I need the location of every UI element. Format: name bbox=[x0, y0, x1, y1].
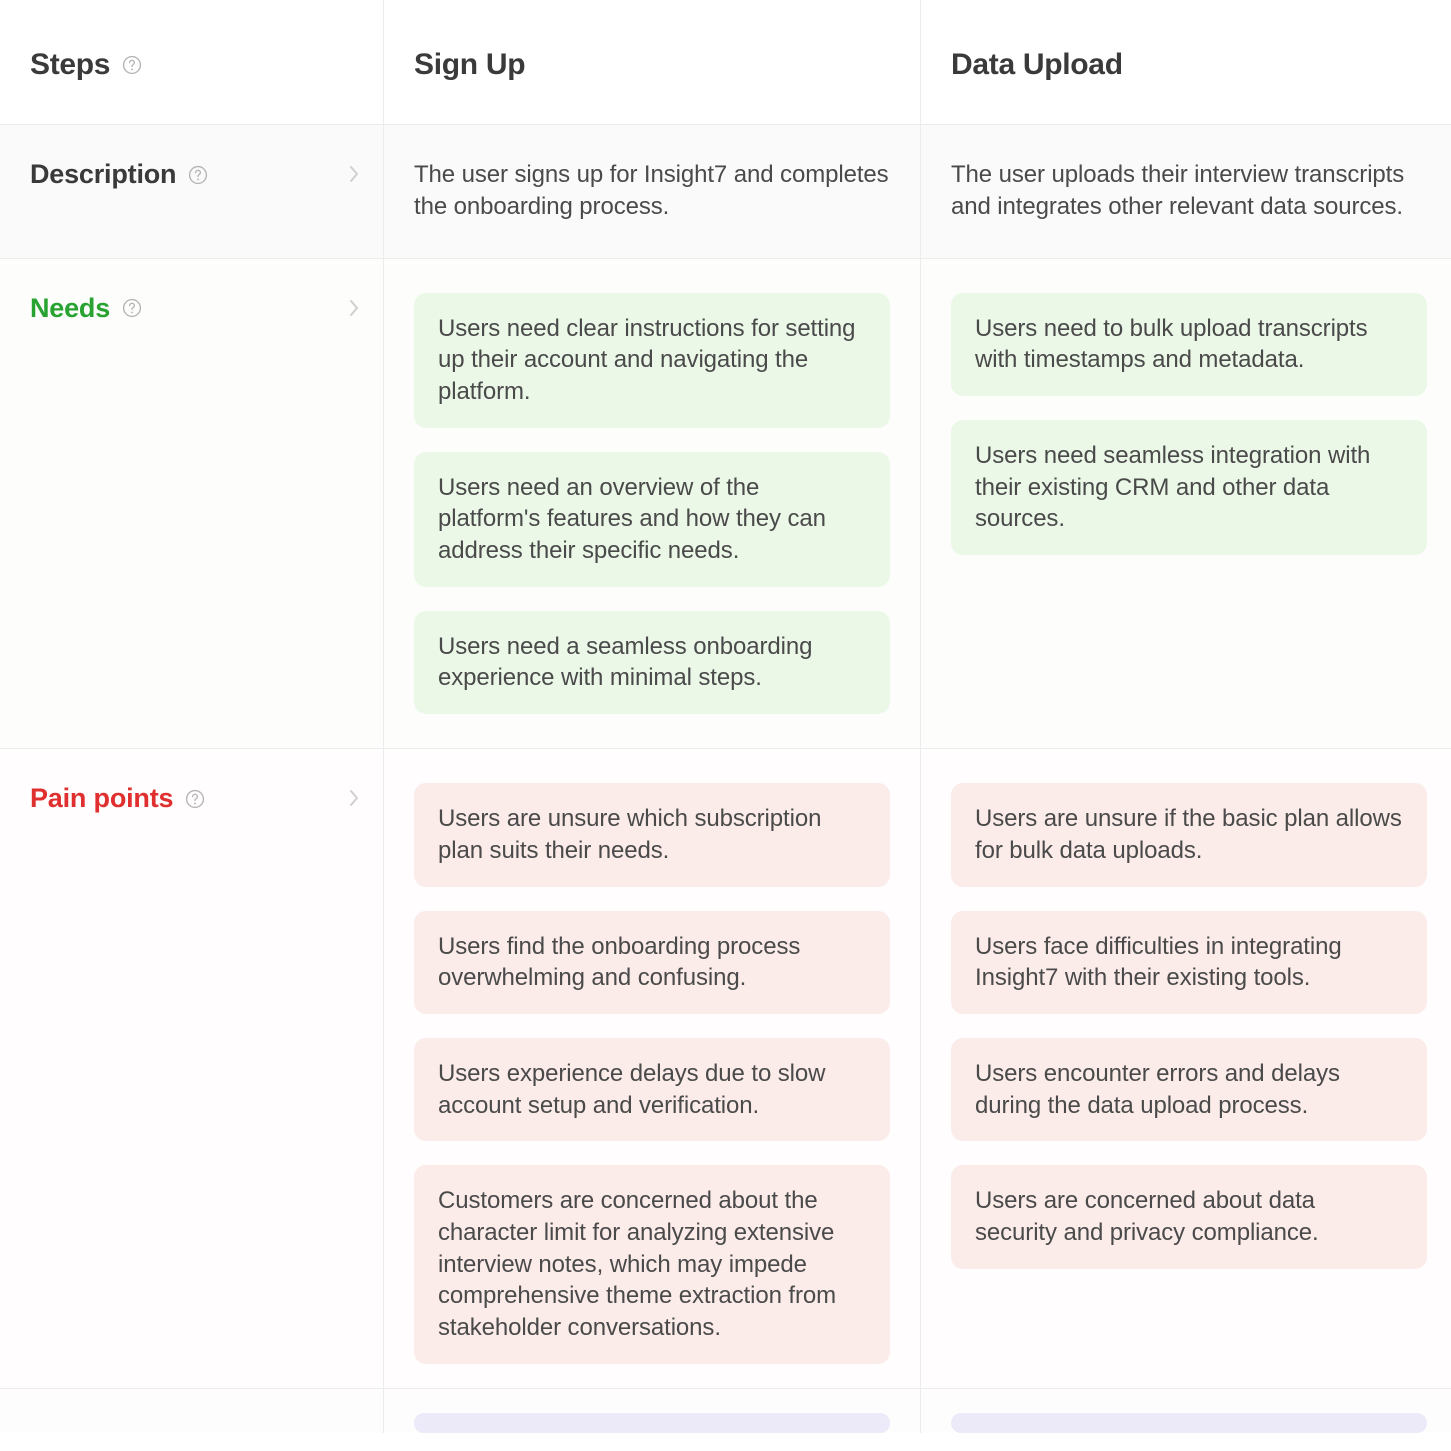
pain-dataupload-cell: Users are unsure if the basic plan allow… bbox=[921, 749, 1451, 1387]
next-card-peek[interactable] bbox=[951, 1413, 1427, 1433]
column-header-dataupload-text: Data Upload bbox=[951, 48, 1123, 81]
journey-map-grid: Steps Sign Up Data Upload Description bbox=[0, 0, 1451, 1433]
description-label: Description bbox=[30, 159, 176, 190]
pain-card[interactable]: Users are unsure which subscription plan… bbox=[414, 783, 890, 886]
help-icon[interactable] bbox=[122, 55, 142, 75]
description-label-cell[interactable]: Description bbox=[0, 125, 384, 259]
next-card-peek[interactable] bbox=[414, 1413, 890, 1433]
column-header-signup-text: Sign Up bbox=[414, 48, 525, 81]
pain-label-cell[interactable]: Pain points bbox=[0, 749, 384, 1387]
need-card[interactable]: Users need to bulk upload transcripts wi… bbox=[951, 293, 1427, 396]
description-signup-text: The user signs up for Insight7 and compl… bbox=[414, 159, 890, 224]
column-header-signup: Sign Up bbox=[384, 0, 921, 125]
pain-card[interactable]: Users face difficulties in integrating I… bbox=[951, 911, 1427, 1014]
help-icon[interactable] bbox=[188, 165, 208, 185]
pain-card[interactable]: Users are unsure if the basic plan allow… bbox=[951, 783, 1427, 886]
next-row-signup-cell bbox=[384, 1388, 921, 1433]
pain-label: Pain points bbox=[30, 783, 173, 814]
needs-dataupload-cell: Users need to bulk upload transcripts wi… bbox=[921, 259, 1451, 749]
description-signup-cell: The user signs up for Insight7 and compl… bbox=[384, 125, 921, 259]
chevron-right-icon[interactable] bbox=[347, 301, 361, 315]
pain-card[interactable]: Users find the onboarding process overwh… bbox=[414, 911, 890, 1014]
need-card[interactable]: Users need a seamless onboarding experie… bbox=[414, 611, 890, 714]
needs-label-cell[interactable]: Needs bbox=[0, 259, 384, 749]
need-card[interactable]: Users need seamless integration with the… bbox=[951, 420, 1427, 555]
pain-card[interactable]: Users encounter errors and delays during… bbox=[951, 1038, 1427, 1141]
chevron-right-icon[interactable] bbox=[347, 167, 361, 181]
chevron-right-icon[interactable] bbox=[347, 791, 361, 805]
pain-card[interactable]: Users experience delays due to slow acco… bbox=[414, 1038, 890, 1141]
steps-label: Steps bbox=[30, 48, 110, 82]
next-row-dataupload-cell bbox=[921, 1388, 1451, 1433]
description-dataupload-text: The user uploads their interview transcr… bbox=[951, 159, 1427, 224]
description-dataupload-cell: The user uploads their interview transcr… bbox=[921, 125, 1451, 259]
pain-card[interactable]: Users are concerned about data security … bbox=[951, 1165, 1427, 1268]
need-card[interactable]: Users need an overview of the platform's… bbox=[414, 452, 890, 587]
column-header-dataupload: Data Upload bbox=[921, 0, 1451, 125]
need-card[interactable]: Users need clear instructions for settin… bbox=[414, 293, 890, 428]
pain-signup-cell: Users are unsure which subscription plan… bbox=[384, 749, 921, 1387]
steps-header-cell: Steps bbox=[0, 0, 384, 125]
needs-label: Needs bbox=[30, 293, 110, 324]
next-row-label-cell bbox=[0, 1388, 384, 1433]
help-icon[interactable] bbox=[185, 789, 205, 809]
help-icon[interactable] bbox=[122, 298, 142, 318]
pain-card[interactable]: Customers are concerned about the charac… bbox=[414, 1165, 890, 1363]
needs-signup-cell: Users need clear instructions for settin… bbox=[384, 259, 921, 749]
